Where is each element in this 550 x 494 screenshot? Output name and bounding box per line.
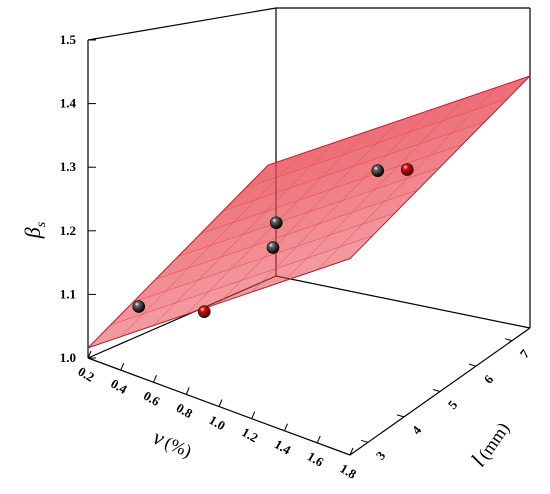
z-axis-symbol: β xyxy=(20,227,45,239)
x-tick-label: 0.8 xyxy=(174,400,196,421)
data-point-black xyxy=(266,241,280,254)
z-axis-label: βs xyxy=(20,221,49,239)
data-point-red xyxy=(400,163,414,176)
x-tick-mark xyxy=(284,423,288,431)
z-tick-label: 1.4 xyxy=(60,96,77,111)
data-point-black xyxy=(132,300,146,313)
z-tick-label: 1.2 xyxy=(60,223,76,238)
x-tick-label: 1.6 xyxy=(305,448,327,469)
y-tick-mark xyxy=(396,414,405,418)
x-tick-label: 0.6 xyxy=(141,388,163,409)
x-axis-label: ν(%) xyxy=(150,424,196,462)
y-tick-label: 5 xyxy=(445,397,461,412)
data-point-black xyxy=(269,216,283,230)
x-tick-label: 1.4 xyxy=(272,436,294,457)
z-axis-subscript: s xyxy=(34,221,49,227)
x-tick-label: 1.2 xyxy=(239,424,261,445)
z-tick-label: 1.3 xyxy=(60,159,77,174)
x-tick-mark xyxy=(120,362,125,371)
x-tick-label: 0.2 xyxy=(75,364,97,385)
x-tick-label: 1.0 xyxy=(206,412,228,433)
data-point-black xyxy=(371,164,385,178)
y-tick-mark xyxy=(504,338,513,342)
x-tick-mark xyxy=(87,350,92,359)
z-tick-label: 1.0 xyxy=(60,350,76,365)
y-tick-label: 3 xyxy=(373,448,389,463)
y-tick-mark xyxy=(360,439,369,443)
y-tick-mark xyxy=(468,363,477,367)
x-tick-mark xyxy=(251,411,256,419)
x-tick-mark xyxy=(316,435,321,444)
data-points xyxy=(132,163,414,319)
x-tick-label: 0.4 xyxy=(108,376,130,397)
x-tick-mark xyxy=(218,399,223,407)
y-axis-label: l(mm) xyxy=(466,416,515,471)
y-tick-label: 7 xyxy=(517,346,533,361)
x-axis-unit: (%) xyxy=(162,433,195,463)
z-tick-label: 1.1 xyxy=(60,286,76,301)
x-tick-mark xyxy=(349,447,354,456)
z-tick-label: 1.5 xyxy=(60,32,77,47)
y-tick-label: 6 xyxy=(481,372,497,387)
top-left-edge xyxy=(87,7,277,41)
y-tick-mark xyxy=(432,389,441,392)
x-tick-mark xyxy=(185,387,190,395)
floor-back-right-edge xyxy=(275,275,531,329)
x-tick-label: 1.8 xyxy=(337,461,359,482)
y-tick-label: 4 xyxy=(409,422,425,437)
y-axis-ticks: 3 4 5 6 7 xyxy=(360,338,533,463)
y-axis-unit: (mm) xyxy=(474,419,514,464)
surface-outline xyxy=(87,75,531,349)
z-axis-ticks: 1.0 1.1 1.2 1.3 1.4 1.5 xyxy=(60,32,96,365)
data-point-red xyxy=(197,305,211,319)
fitted-surface xyxy=(87,75,531,349)
x-tick-mark xyxy=(153,375,157,383)
x-axis-ticks: 0.2 0.4 0.6 0.8 1.0 1.2 1.4 1.6 1.8 xyxy=(75,350,359,482)
